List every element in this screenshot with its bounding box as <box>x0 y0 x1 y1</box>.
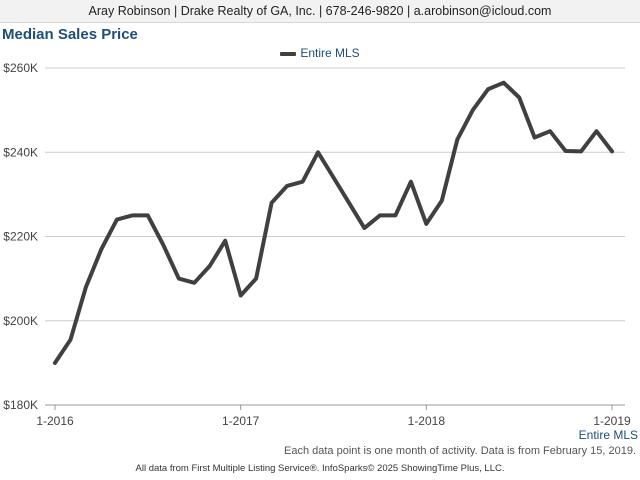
x-tick-label: 1-2017 <box>222 414 260 428</box>
y-tick-label: $180K <box>3 398 38 412</box>
legend[interactable]: Entire MLS <box>0 46 640 60</box>
y-tick-label: $220K <box>3 230 38 244</box>
line-chart: $180K$200K$220K$240K$260K 1-2016 1-2017 1-… <box>3 61 638 442</box>
x-tick-label: 1-2019 <box>593 414 631 428</box>
gridlines <box>45 67 625 406</box>
chart-title: Median Sales Price <box>2 26 138 43</box>
x-axis-caption: Entire MLS <box>579 428 638 442</box>
y-tick-label: $260K <box>3 61 38 75</box>
legend-swatch <box>280 51 297 56</box>
series-lines <box>53 80 614 365</box>
y-tick-label: $240K <box>3 145 38 159</box>
y-axis-ticks: $180K $200K $220K $240K $260K <box>3 61 38 412</box>
credits: All data from First Multiple Listing Ser… <box>135 463 505 474</box>
contact-header: Aray Robinson | Drake Realty of GA, Inc.… <box>0 0 640 23</box>
legend-label: Entire MLS <box>300 46 360 60</box>
x-tick-label: 1-2016 <box>36 414 74 428</box>
x-tick-label: 1-2018 <box>408 414 446 428</box>
y-tick-label: $200K <box>3 314 38 328</box>
series-line-entire-mls[interactable] <box>53 80 614 365</box>
x-axis: 1-2016 1-2017 1-2018 1-2019 <box>36 405 631 428</box>
data-note: Each data point is one month of activity… <box>284 445 636 457</box>
